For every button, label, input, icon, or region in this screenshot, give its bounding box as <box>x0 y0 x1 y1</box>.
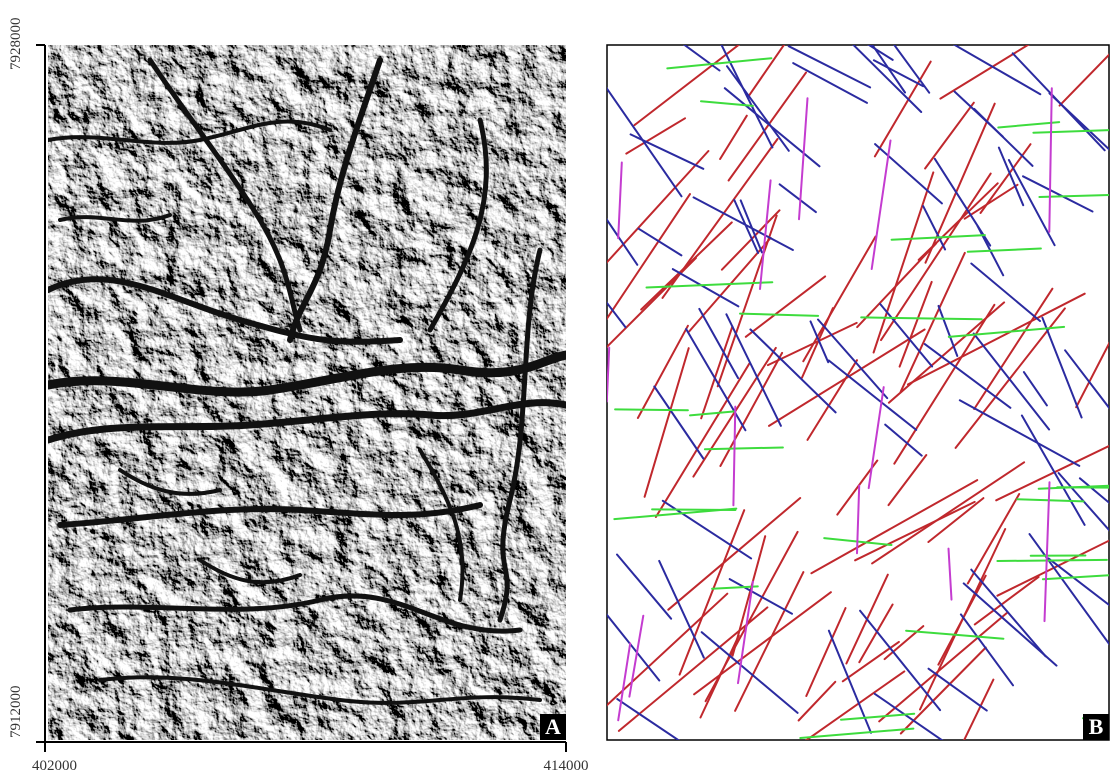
lineament <box>615 409 688 410</box>
lineament <box>997 560 1107 561</box>
x-axis-right-label: 414000 <box>544 758 589 774</box>
lineament <box>1057 487 1110 488</box>
panel-label: B <box>1089 714 1104 739</box>
relief-image <box>48 45 566 740</box>
panel-label: A <box>545 714 561 739</box>
x-axis-left-label: 402000 <box>32 758 77 774</box>
relief-texture <box>48 45 566 740</box>
figure: A 7928000 7912000 402000 414000 B <box>0 0 1110 776</box>
y-axis-bottom-label: 7912000 <box>8 686 24 739</box>
y-axis-top-label: 7928000 <box>8 18 24 71</box>
